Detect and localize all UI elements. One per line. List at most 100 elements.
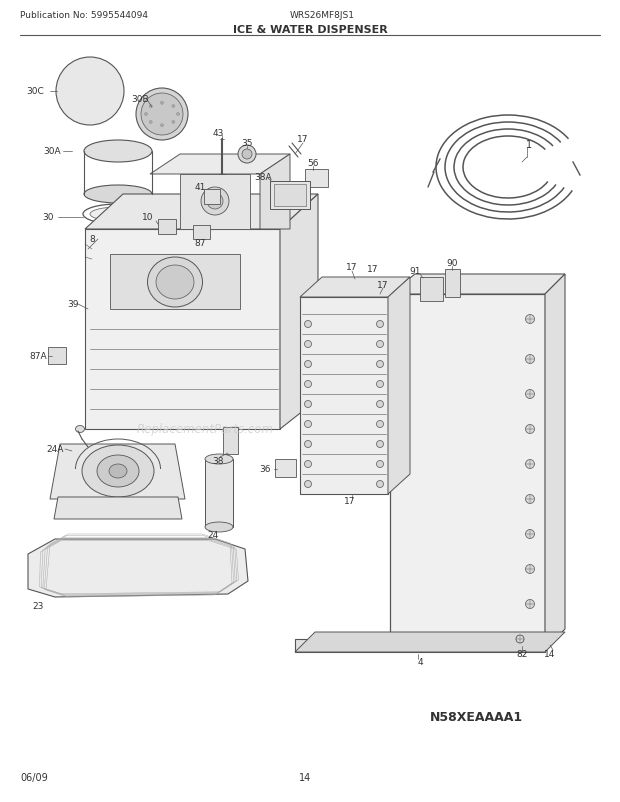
Polygon shape [388, 277, 410, 494]
Ellipse shape [172, 105, 175, 108]
Polygon shape [150, 155, 290, 175]
Ellipse shape [526, 495, 534, 504]
Ellipse shape [376, 461, 384, 468]
Text: ICE & WATER DISPENSER: ICE & WATER DISPENSER [232, 25, 388, 35]
Ellipse shape [205, 455, 233, 464]
Ellipse shape [526, 565, 534, 573]
Ellipse shape [376, 381, 384, 388]
Ellipse shape [161, 102, 164, 105]
Ellipse shape [304, 481, 311, 488]
Text: 90: 90 [446, 258, 458, 267]
Text: 87A: 87A [29, 352, 47, 361]
Ellipse shape [526, 390, 534, 399]
Polygon shape [28, 539, 248, 597]
Text: 56: 56 [308, 160, 319, 168]
Ellipse shape [376, 341, 384, 348]
Text: 4: 4 [417, 658, 423, 666]
Polygon shape [390, 274, 565, 294]
Text: 35: 35 [241, 138, 253, 148]
Text: 24A: 24A [46, 445, 64, 454]
Polygon shape [545, 274, 565, 649]
Ellipse shape [90, 208, 146, 221]
Text: 38A: 38A [254, 172, 272, 181]
Ellipse shape [526, 315, 534, 324]
Text: 17: 17 [344, 497, 356, 506]
Ellipse shape [376, 421, 384, 428]
Ellipse shape [149, 105, 152, 108]
Ellipse shape [161, 124, 164, 128]
Ellipse shape [172, 121, 175, 124]
Ellipse shape [238, 146, 256, 164]
Ellipse shape [376, 481, 384, 488]
Ellipse shape [304, 421, 311, 428]
Text: Publication No: 5995544094: Publication No: 5995544094 [20, 11, 148, 21]
Text: 36: 36 [259, 465, 271, 474]
Ellipse shape [526, 425, 534, 434]
Ellipse shape [526, 600, 534, 609]
Ellipse shape [84, 186, 152, 204]
Text: 30C: 30C [26, 87, 44, 96]
Ellipse shape [526, 530, 534, 539]
Text: 23: 23 [32, 602, 43, 611]
Ellipse shape [376, 321, 384, 328]
Ellipse shape [177, 113, 180, 116]
Polygon shape [205, 460, 233, 528]
Polygon shape [85, 195, 318, 229]
Text: 24: 24 [207, 530, 219, 539]
Ellipse shape [304, 461, 311, 468]
Polygon shape [180, 175, 250, 229]
Text: 1: 1 [526, 140, 532, 150]
Polygon shape [223, 427, 238, 455]
Ellipse shape [376, 401, 384, 408]
Polygon shape [85, 229, 280, 429]
Polygon shape [275, 460, 296, 477]
Text: 91: 91 [409, 267, 421, 276]
Polygon shape [390, 294, 545, 649]
Ellipse shape [84, 141, 152, 163]
Text: 17: 17 [346, 263, 358, 272]
Ellipse shape [76, 426, 84, 433]
Text: N58XEAAAA1: N58XEAAAA1 [430, 711, 523, 723]
Ellipse shape [304, 361, 311, 368]
Text: 30A: 30A [43, 148, 61, 156]
Ellipse shape [141, 94, 183, 136]
Text: 10: 10 [142, 213, 154, 222]
Ellipse shape [148, 257, 203, 308]
Polygon shape [110, 255, 240, 310]
Ellipse shape [304, 441, 311, 448]
Polygon shape [420, 277, 443, 302]
Ellipse shape [201, 188, 229, 216]
Text: 87: 87 [194, 239, 206, 248]
Polygon shape [445, 269, 460, 298]
Polygon shape [158, 220, 176, 235]
Polygon shape [193, 225, 210, 240]
Polygon shape [260, 155, 290, 229]
Ellipse shape [304, 401, 311, 408]
Polygon shape [305, 170, 328, 188]
Text: 43: 43 [212, 128, 224, 137]
Text: 30B: 30B [131, 95, 149, 104]
Ellipse shape [304, 341, 311, 348]
Ellipse shape [136, 89, 188, 141]
Polygon shape [204, 190, 220, 205]
Ellipse shape [242, 150, 252, 160]
Text: WRS26MF8JS1: WRS26MF8JS1 [290, 11, 355, 21]
Polygon shape [300, 298, 388, 494]
Text: 39: 39 [67, 300, 79, 309]
Text: 14: 14 [544, 650, 556, 658]
Polygon shape [48, 347, 66, 365]
Text: 17: 17 [377, 280, 389, 290]
Text: ReplacementParts.com: ReplacementParts.com [136, 423, 273, 436]
Ellipse shape [82, 445, 154, 497]
Ellipse shape [526, 355, 534, 364]
Ellipse shape [205, 522, 233, 533]
Polygon shape [54, 497, 182, 520]
Polygon shape [300, 277, 410, 298]
Text: 17: 17 [366, 265, 378, 274]
Text: 17: 17 [297, 136, 309, 144]
Text: 38: 38 [212, 457, 224, 466]
Ellipse shape [149, 121, 152, 124]
Polygon shape [280, 195, 318, 429]
Ellipse shape [56, 58, 124, 126]
Ellipse shape [207, 194, 223, 210]
